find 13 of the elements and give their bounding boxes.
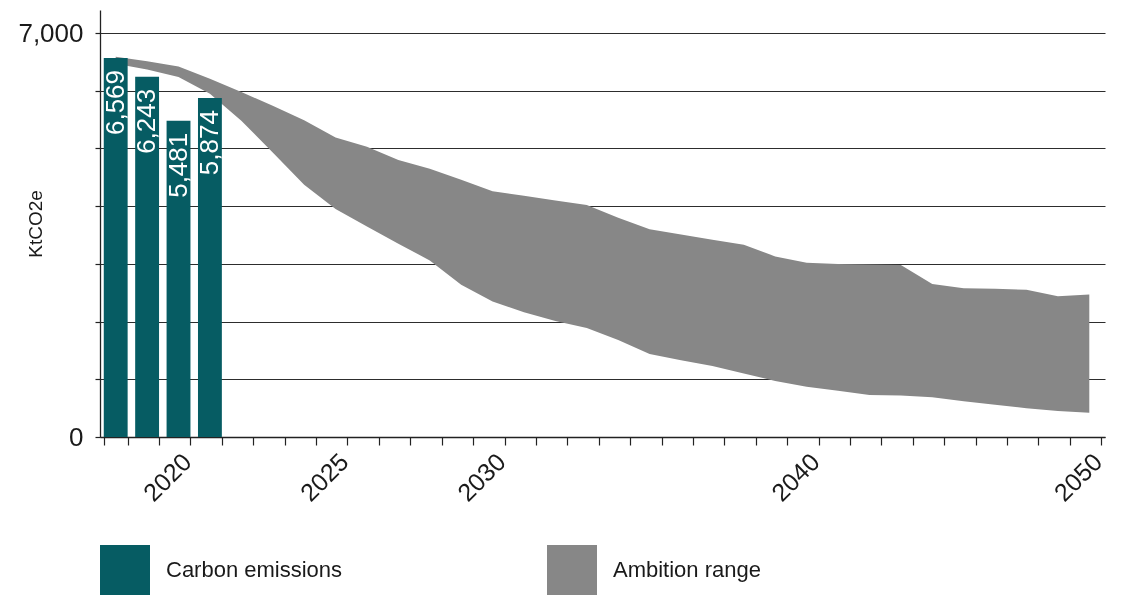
legend-label: Ambition range — [613, 557, 761, 582]
legend-label: Carbon emissions — [166, 557, 343, 582]
y-tick-label: 7,000 — [18, 17, 84, 48]
data-label: 6,243 — [131, 88, 162, 154]
bar — [166, 120, 191, 437]
data-label: 5,481 — [162, 132, 193, 198]
bar — [197, 98, 222, 437]
data-label: 5,874 — [193, 110, 224, 176]
y-axis-title: KtCO2e — [24, 190, 46, 258]
bar — [103, 57, 128, 437]
y-tick-label: 0 — [69, 421, 84, 452]
bar — [135, 76, 160, 437]
data-label: 6,569 — [99, 69, 130, 136]
